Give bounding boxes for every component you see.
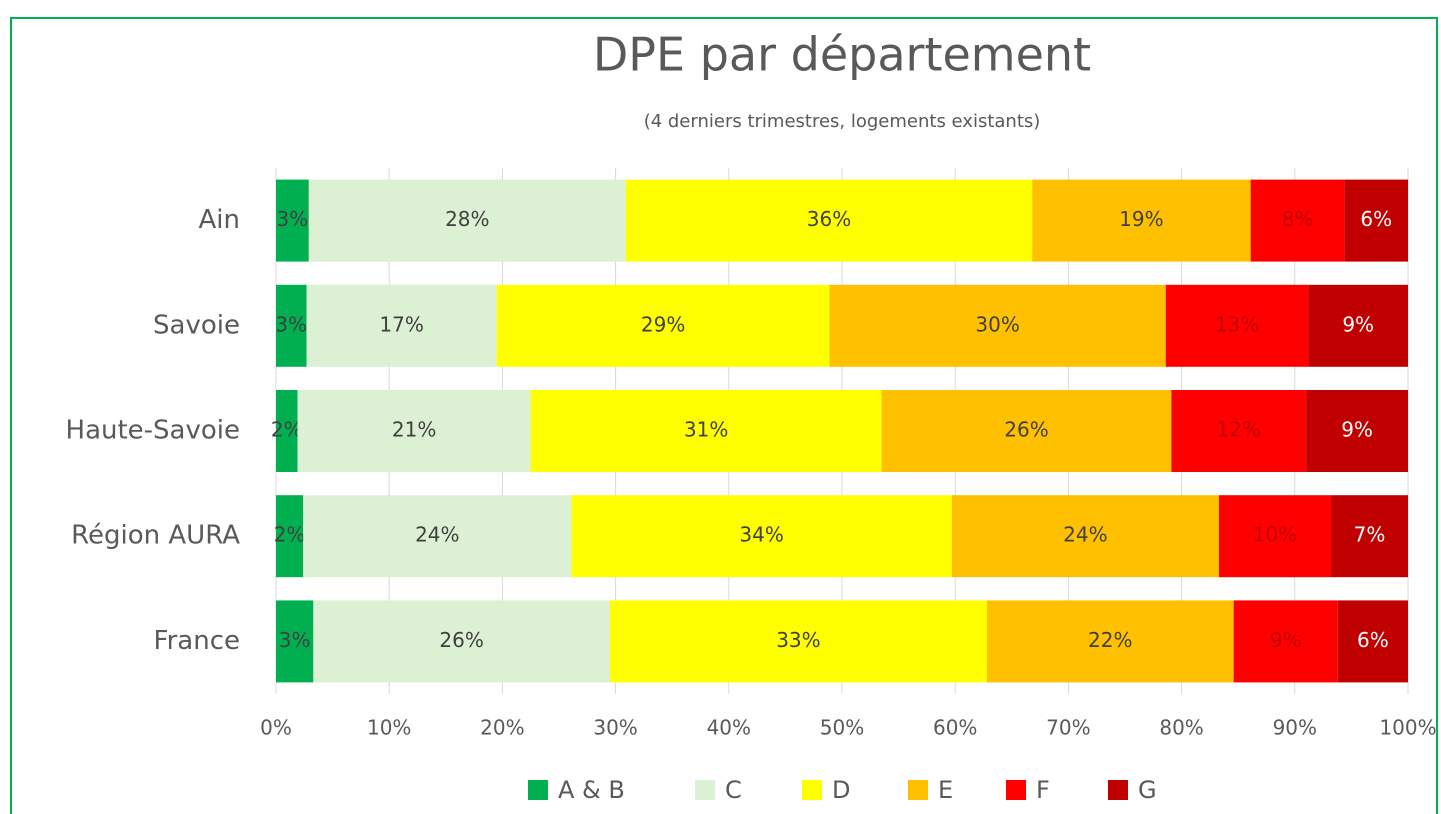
bar-segment	[571, 495, 952, 578]
bar-segment	[276, 284, 307, 367]
x-tick-label: 100%	[1379, 716, 1436, 740]
bar-segment	[625, 179, 1033, 262]
bar-segment	[306, 284, 497, 367]
bar-segment	[609, 600, 987, 683]
data-label: 17%	[379, 312, 423, 336]
data-label: 36%	[807, 207, 851, 231]
legend-swatch	[1108, 780, 1128, 800]
data-label: 22%	[1088, 628, 1132, 652]
x-tick-label: 10%	[367, 716, 411, 740]
legend-swatch	[802, 780, 822, 800]
data-label: 7%	[1354, 523, 1386, 547]
x-tick-label: 20%	[480, 716, 524, 740]
data-label: 2%	[271, 418, 303, 442]
y-tick-label: Région AURA	[71, 521, 240, 551]
bar-segment	[530, 390, 882, 472]
data-label: 34%	[739, 523, 783, 547]
bar-segment	[881, 390, 1172, 472]
bar-segment	[276, 390, 298, 472]
data-label: 3%	[275, 312, 307, 336]
data-label: 9%	[1270, 628, 1302, 652]
x-tick-label: 80%	[1159, 716, 1203, 740]
bar-segment	[986, 600, 1234, 683]
data-label: 31%	[684, 418, 728, 442]
data-label: 9%	[1342, 312, 1374, 336]
data-label: 9%	[1341, 418, 1373, 442]
x-tick-label: 90%	[1273, 716, 1317, 740]
bar-segment	[496, 284, 830, 367]
data-label: 13%	[1215, 312, 1259, 336]
x-tick-label: 30%	[593, 716, 637, 740]
bar-segment	[297, 390, 531, 472]
bar-segment	[276, 179, 309, 262]
data-label: 21%	[392, 418, 436, 442]
legend-label: G	[1138, 776, 1157, 804]
x-tick-label: 0%	[260, 716, 292, 740]
bar-segment	[276, 495, 304, 578]
x-tick-label: 60%	[933, 716, 977, 740]
data-label: 28%	[445, 207, 489, 231]
bar-segment	[1344, 179, 1408, 262]
bar-segment	[313, 600, 610, 683]
data-label: 30%	[975, 312, 1019, 336]
legend-swatch	[528, 780, 548, 800]
data-label: 3%	[279, 628, 311, 652]
legend-label: C	[725, 776, 742, 804]
x-tick-label: 70%	[1046, 716, 1090, 740]
bar-segment	[829, 284, 1166, 367]
legend-swatch	[695, 780, 715, 800]
data-label: 24%	[1063, 523, 1107, 547]
y-tick-label: Ain	[199, 205, 241, 235]
bar-segment	[308, 179, 626, 262]
data-label: 29%	[641, 312, 685, 336]
data-label: 12%	[1217, 418, 1261, 442]
data-label: 8%	[1282, 207, 1314, 231]
legend-label: E	[938, 776, 953, 804]
data-label: 2%	[274, 523, 306, 547]
legend-swatch	[1006, 780, 1026, 800]
bar-segment	[1308, 284, 1408, 367]
y-tick-label: Haute-Savoie	[66, 416, 240, 446]
bar-segment	[1032, 179, 1251, 262]
data-label: 33%	[776, 628, 820, 652]
bar-segment	[1250, 179, 1345, 262]
bar-segment	[1218, 495, 1332, 578]
data-label: 26%	[1004, 418, 1048, 442]
bar-segment	[1331, 495, 1408, 578]
chart-subtitle: (4 derniers trimestres, logements exista…	[644, 111, 1041, 132]
bar-segment	[951, 495, 1219, 578]
legend-label: F	[1036, 776, 1050, 804]
bar-segment	[303, 495, 572, 578]
data-label: 19%	[1119, 207, 1163, 231]
legend-label: A & B	[558, 776, 625, 804]
y-tick-label: France	[154, 626, 240, 656]
bar-segment	[1233, 600, 1338, 683]
bar-segment	[1306, 390, 1408, 472]
bar-segment	[1171, 390, 1307, 472]
x-tick-label: 40%	[707, 716, 751, 740]
legend-label: D	[832, 776, 850, 804]
data-label: 6%	[1357, 628, 1389, 652]
bar-segment	[1337, 600, 1408, 683]
data-label: 24%	[415, 523, 459, 547]
bar-segment	[1165, 284, 1309, 367]
data-label: 10%	[1253, 523, 1297, 547]
data-label: 6%	[1360, 207, 1392, 231]
x-tick-label: 50%	[820, 716, 864, 740]
y-tick-label: Savoie	[153, 310, 240, 340]
data-label: 26%	[439, 628, 483, 652]
chart-title: DPE par département	[593, 28, 1091, 82]
data-label: 3%	[277, 207, 309, 231]
legend-swatch	[908, 780, 928, 800]
bar-segment	[276, 600, 314, 683]
